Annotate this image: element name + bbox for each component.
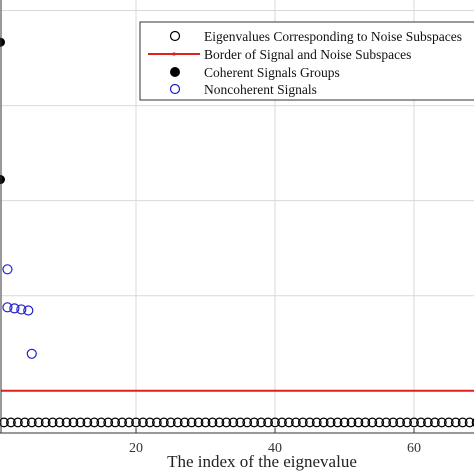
noise-eigenvalue-point [284, 417, 294, 428]
noise-eigenvalue-point [304, 417, 315, 428]
x-tick-label: 40 [268, 441, 282, 456]
noise-eigenvalue-point [290, 417, 301, 428]
noise-eigenvalue-point [186, 417, 197, 428]
legend-open-circle-icon [169, 30, 181, 42]
noise-eigenvalue-point [179, 417, 190, 428]
x-tick-label: 20 [129, 441, 143, 456]
noise-eigenvalue-point [110, 417, 121, 428]
noise-eigenvalue-point [367, 417, 378, 428]
noise-eigenvalue-point [311, 417, 322, 428]
noise-eigenvalue-point [270, 417, 280, 428]
noise-eigenvalue-point [200, 417, 211, 428]
x-tick-label: 60 [407, 441, 421, 456]
noncoherent-signal-point [2, 302, 13, 313]
noise-eigenvalue-point [450, 417, 461, 428]
noise-eigenvalue-point [263, 417, 273, 428]
noise-eigenvalue-point [207, 417, 218, 428]
noncoherent-signal-point [16, 304, 27, 315]
noise-eigenvalue-point [235, 417, 246, 428]
noise-eigenvalue-point [297, 417, 308, 428]
noise-eigenvalue-point [82, 417, 93, 428]
noise-eigenvalue-point [193, 417, 204, 428]
legend-label-border: Border of Signal and Noise Subspaces [204, 47, 411, 62]
noise-eigenvalue-point [436, 417, 447, 428]
noise-eigenvalue-point [165, 417, 176, 428]
noncoherent-signal-point [2, 264, 13, 275]
legend-item-noise: Eigenvalues Corresponding to Noise Subsp… [169, 29, 462, 44]
legend-filled-circle-icon [170, 67, 180, 77]
noise-eigenvalue-point [214, 417, 225, 428]
noise-eigenvalue-point [395, 417, 406, 428]
noncoherent-signal-point [26, 348, 37, 359]
noise-eigenvalue-point [6, 417, 16, 428]
noise-eigenvalue-point [381, 417, 392, 428]
noise-eigenvalue-point [158, 417, 169, 428]
noise-eigenvalue-point [429, 417, 440, 428]
noise-eigenvalue-point [151, 417, 162, 428]
noise-eigenvalue-point [89, 417, 100, 428]
noise-eigenvalue-point [33, 417, 44, 428]
noise-eigenvalue-point [19, 417, 30, 428]
noise-eigenvalue-point [443, 417, 454, 428]
noise-eigenvalue-point [54, 417, 65, 428]
legend-item-noncoherent: Noncoherent Signals [169, 82, 317, 97]
noise-eigenvalue-point [228, 417, 239, 428]
legend: Eigenvalues Corresponding to Noise Subsp… [139, 21, 474, 101]
x-axis-label: The index of the eignevalue [167, 452, 357, 471]
noise-eigenvalue-point [318, 417, 329, 428]
noise-eigenvalue-point [103, 417, 114, 428]
noise-eigenvalue-point [416, 417, 426, 428]
noise-eigenvalue-point [353, 417, 364, 428]
noise-eigenvalue-point [172, 417, 183, 428]
legend-red-dot-icon [172, 52, 176, 56]
noise-eigenvalue-point [402, 417, 412, 428]
noise-eigenvalue-point [457, 417, 468, 428]
noise-eigenvalue-point [277, 417, 287, 428]
noise-eigenvalue-point [40, 417, 51, 428]
noise-eigenvalue-point [325, 417, 336, 428]
legend-label-coherent: Coherent Signals Groups [204, 65, 340, 80]
noise-eigenvalue-point [339, 417, 350, 428]
legend-item-coherent: Coherent Signals Groups [170, 65, 340, 80]
noncoherent-signal-markers [2, 264, 37, 359]
noise-eigenvalue-point [346, 417, 357, 428]
noise-eigenvalue-point [423, 417, 433, 428]
noise-eigenvalue-point [47, 417, 58, 428]
noise-eigenvalue-point [138, 417, 148, 428]
noise-eigenvalue-point [68, 417, 79, 428]
noise-eigenvalue-point [256, 417, 267, 428]
noise-eigenvalue-point [242, 417, 253, 428]
legend-box [139, 21, 474, 101]
noise-eigenvalue-point [124, 417, 134, 428]
noise-eigenvalue-point [75, 417, 86, 428]
legend-blue-circle-icon [169, 83, 181, 95]
noise-eigenvalue-point [61, 417, 72, 428]
noise-eigenvalue-point [0, 417, 9, 428]
legend-label-noncoherent: Noncoherent Signals [204, 82, 317, 97]
noise-eigenvalue-point [360, 417, 371, 428]
legend-item-border: Border of Signal and Noise Subspaces [148, 47, 411, 62]
x-ticks: 20406080100120140160180200 [129, 428, 421, 456]
noise-eigenvalue-point [145, 417, 155, 428]
noise-eigenvalue-point [96, 417, 107, 428]
noncoherent-signal-point [23, 305, 34, 316]
noise-eigenvalue-point [332, 417, 343, 428]
noise-eigenvalue-point [26, 417, 37, 428]
noncoherent-signal-point [9, 303, 20, 314]
noise-eigenvalue-markers [0, 417, 474, 428]
noise-eigenvalue-point [409, 417, 419, 428]
noise-eigenvalue-point [388, 417, 399, 428]
noise-eigenvalue-point [131, 417, 141, 428]
noise-eigenvalue-point [117, 417, 128, 428]
legend-label-noise: Eigenvalues Corresponding to Noise Subsp… [204, 29, 462, 44]
noise-eigenvalue-point [471, 418, 474, 427]
noise-eigenvalue-point [249, 417, 260, 428]
noise-eigenvalue-point [12, 417, 23, 428]
noise-eigenvalue-point [374, 417, 385, 428]
noise-eigenvalue-point [221, 417, 232, 428]
